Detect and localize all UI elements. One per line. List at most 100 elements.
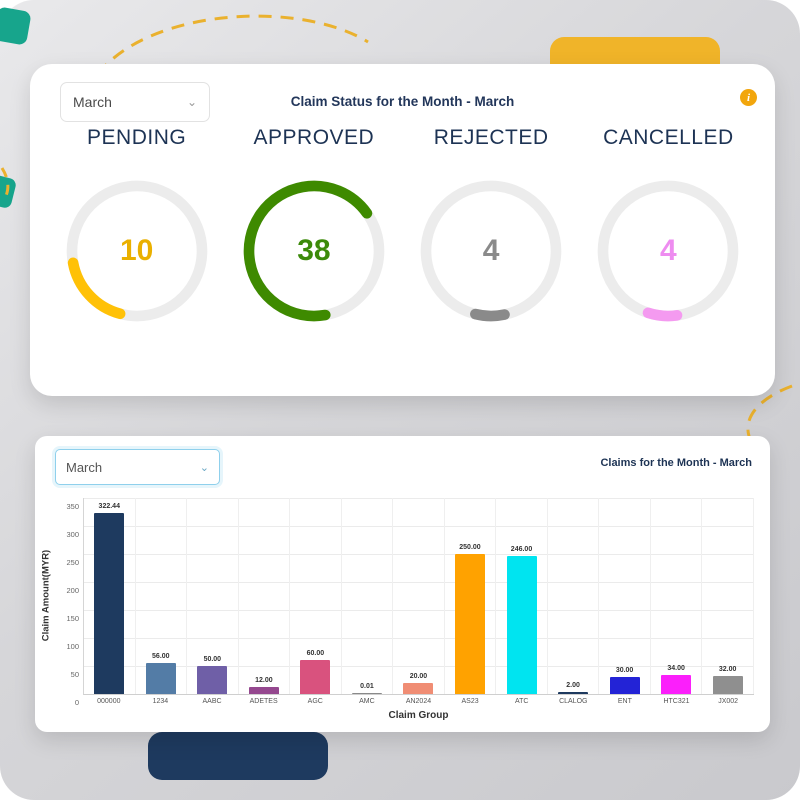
x-tick-label: 000000 — [97, 698, 121, 705]
x-tick-label: 1234 — [152, 698, 169, 705]
bar-AABC[interactable] — [197, 666, 228, 694]
y-axis-label: Claim Amount(MYR) — [40, 549, 52, 642]
bar-AN2024[interactable] — [403, 682, 434, 694]
bar-000000[interactable] — [94, 513, 125, 694]
bar-value-label: 0.01 — [360, 683, 374, 690]
y-tick-label: 0 — [74, 698, 79, 707]
gridline — [84, 526, 754, 527]
y-tick-label: 100 — [66, 642, 79, 651]
bar-column-AMC: 0.01 — [342, 498, 394, 694]
bar-column-ATC: 246.00 — [496, 498, 548, 694]
claims-card-title: Claims for the Month - March — [600, 457, 752, 469]
bar-chart: Claim Amount(MYR) 0 50 100 150 200 250 300 350 3… — [35, 498, 770, 721]
month-select[interactable]: March ⌄ — [60, 82, 210, 122]
bar-value-label: 50.00 — [203, 656, 222, 663]
pending-count: 10 — [119, 234, 154, 267]
y-tick-label: 150 — [66, 614, 79, 623]
bar-AS23[interactable] — [454, 554, 485, 694]
bar-value-label: 32.00 — [718, 666, 737, 674]
x-tick-label: ATC — [514, 698, 529, 705]
bar-AGC[interactable] — [300, 660, 331, 694]
bar-value-label: 20.00 — [409, 672, 428, 680]
gridline — [84, 638, 754, 639]
status-row: PENDING 10 APPROVED 38 REJECTED — [48, 126, 757, 326]
x-tick-label: AS23 — [461, 698, 479, 705]
x-tick-label: ADETES — [249, 698, 278, 705]
pending-donut: 10 — [62, 176, 212, 326]
cancelled-count: 4 — [660, 234, 677, 267]
rejected-count: 4 — [482, 234, 500, 267]
bar-value-label: 30.00 — [615, 667, 634, 675]
bar-column-AS23: 250.00 — [445, 498, 497, 694]
x-tick-label: CLALOG — [559, 698, 588, 705]
bar-value-label: 246.00 — [510, 546, 533, 554]
status-rejected: REJECTED 4 — [403, 126, 580, 326]
chevron-down-icon: ⌄ — [199, 461, 209, 474]
info-icon[interactable]: i — [740, 89, 757, 106]
bar-1234[interactable] — [145, 662, 176, 694]
month-select-chart[interactable]: March ⌄ — [55, 449, 220, 485]
bar-value-label: 60.00 — [306, 650, 325, 658]
gridline — [84, 666, 754, 667]
gridline — [84, 498, 754, 499]
bar-value-label: 322.44 — [98, 503, 120, 511]
status-label: APPROVED — [253, 126, 375, 149]
status-card-title: Claim Status for the Month - March — [290, 94, 515, 109]
status-label: CANCELLED — [603, 126, 734, 149]
x-tick-label: JX002 — [718, 698, 739, 705]
y-tick-label: 350 — [66, 502, 79, 511]
x-tick-label: AMC — [359, 698, 375, 705]
bar-value-label: 12.00 — [255, 677, 273, 685]
bar-AMC[interactable] — [351, 693, 382, 694]
y-tick-label: 250 — [66, 558, 79, 567]
approved-donut: 38 — [239, 176, 389, 326]
status-cancelled: CANCELLED 4 — [580, 126, 757, 326]
decor-navy-pill — [148, 732, 328, 780]
x-tick-label: AABC — [202, 698, 222, 705]
status-pending: PENDING 10 — [48, 126, 225, 326]
y-tick-label: 300 — [66, 530, 79, 539]
claims-chart-card: March ⌄ Claims for the Month - March Cla… — [35, 436, 770, 732]
bar-column-AGC: 60.00 — [290, 498, 342, 694]
rejected-donut: 4 — [416, 176, 566, 326]
y-tick-label: 50 — [70, 670, 79, 679]
status-label: REJECTED — [433, 126, 549, 149]
x-axis-label: Claim Group — [388, 710, 449, 721]
bar-value-label: 34.00 — [667, 664, 685, 672]
x-tick-label: HTC321 — [663, 698, 690, 705]
gridline — [84, 610, 754, 611]
bar-ADETES[interactable] — [248, 687, 279, 694]
bar-column-ENT: 30.00 — [599, 498, 651, 694]
bar-column-JX002: 32.00 — [702, 498, 754, 694]
claim-status-card: March ⌄ Claim Status for the Month - Mar… — [30, 64, 775, 396]
month-select-chart-value: March — [66, 459, 103, 475]
bar-value-label: 56.00 — [152, 652, 170, 660]
bar-column-AN2024: 20.00 — [393, 498, 445, 694]
gridline — [84, 554, 754, 555]
gridline — [84, 582, 754, 583]
x-tick-label: ENT — [617, 698, 632, 705]
month-select-value: March — [73, 94, 112, 110]
cancelled-donut: 4 — [593, 176, 743, 326]
x-axis-tick-labels: 000000 1234 AABC ADETES AGC AMC AN2024 AS23 ATC C… — [83, 698, 754, 705]
x-tick-label: AGC — [307, 698, 323, 705]
bar-value-label: 2.00 — [566, 682, 580, 689]
bar-ATC[interactable] — [506, 556, 537, 694]
approved-count: 38 — [297, 234, 331, 267]
status-label: PENDING — [87, 126, 187, 149]
bar-column-CLALOG: 2.00 — [548, 498, 600, 694]
bar-ENT[interactable] — [609, 677, 640, 694]
bar-column-000000: 322.44 — [84, 498, 136, 694]
chart-plot-area: 0 50 100 150 200 250 300 350 322.44 56.00 50.00 12.… — [66, 498, 754, 707]
bar-column-1234: 56.00 — [136, 498, 188, 694]
bar-column-HTC321: 34.00 — [651, 498, 703, 694]
bar-HTC321[interactable] — [661, 674, 692, 694]
status-approved: APPROVED 38 — [225, 126, 402, 326]
bar-JX002[interactable] — [712, 676, 743, 694]
y-tick-label: 200 — [66, 586, 79, 595]
bar-column-ADETES: 12.00 — [239, 498, 291, 694]
bar-value-label: 250.00 — [459, 544, 481, 551]
bar-CLALOG[interactable] — [558, 692, 589, 694]
x-tick-label: AN2024 — [405, 698, 432, 705]
chevron-down-icon: ⌄ — [186, 95, 197, 109]
